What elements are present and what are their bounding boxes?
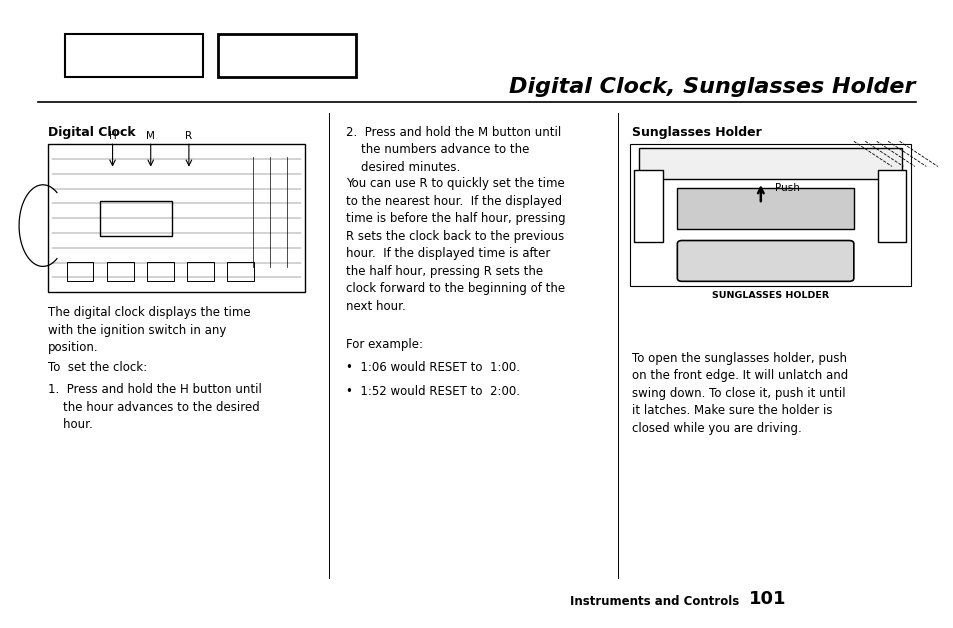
Text: To  set the clock:: To set the clock: bbox=[48, 361, 147, 374]
Text: Push: Push bbox=[774, 183, 800, 193]
Bar bbox=[67, 262, 93, 281]
Text: R: R bbox=[185, 131, 193, 141]
Bar bbox=[217, 34, 355, 77]
Bar bbox=[147, 262, 173, 281]
Text: •  1:06 would RESET to  1:00.: • 1:06 would RESET to 1:00. bbox=[346, 361, 519, 374]
Text: Digital Clock: Digital Clock bbox=[48, 126, 135, 139]
Text: M: M bbox=[146, 131, 155, 141]
Text: SUNGLASSES HOLDER: SUNGLASSES HOLDER bbox=[711, 291, 828, 300]
Text: The digital clock displays the time
with the ignition switch in any
position.: The digital clock displays the time with… bbox=[48, 306, 250, 354]
Text: For example:: For example: bbox=[346, 338, 423, 351]
Text: Digital Clock, Sunglasses Holder: Digital Clock, Sunglasses Holder bbox=[509, 77, 915, 97]
Text: H: H bbox=[109, 131, 116, 141]
Text: Instruments and Controls: Instruments and Controls bbox=[570, 595, 739, 608]
Bar bbox=[227, 262, 253, 281]
Bar bbox=[187, 262, 213, 281]
Bar bbox=[107, 262, 133, 281]
Bar bbox=[877, 170, 905, 242]
FancyBboxPatch shape bbox=[677, 241, 853, 281]
Bar bbox=[65, 34, 203, 77]
Bar bbox=[629, 144, 910, 286]
Text: Sunglasses Holder: Sunglasses Holder bbox=[631, 126, 760, 139]
Bar bbox=[677, 188, 853, 229]
Text: •  1:52 would RESET to  2:00.: • 1:52 would RESET to 2:00. bbox=[346, 385, 519, 398]
Text: 101: 101 bbox=[748, 590, 785, 608]
Text: 1.  Press and hold the H button until
    the hour advances to the desired
    h: 1. Press and hold the H button until the… bbox=[48, 383, 261, 431]
Text: 2.  Press and hold the M button until
    the numbers advance to the
    desired: 2. Press and hold the M button until the… bbox=[346, 126, 561, 173]
Bar bbox=[634, 170, 662, 242]
Text: To open the sunglasses holder, push
on the front edge. It will unlatch and
swing: To open the sunglasses holder, push on t… bbox=[631, 352, 847, 435]
Bar bbox=[100, 201, 172, 236]
Bar bbox=[48, 144, 305, 292]
Text: You can use R to quickly set the time
to the nearest hour.  If the displayed
tim: You can use R to quickly set the time to… bbox=[346, 177, 565, 313]
Bar bbox=[639, 148, 901, 179]
